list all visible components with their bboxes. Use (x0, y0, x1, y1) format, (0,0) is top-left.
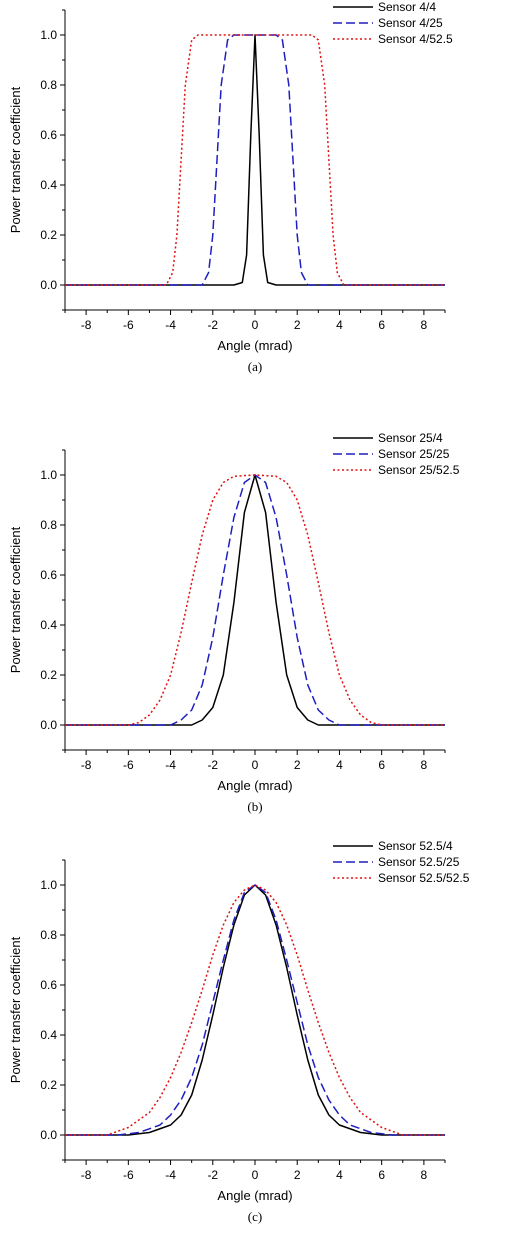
y-tick-label: 0.8 (40, 78, 57, 92)
y-tick-label: 0.4 (40, 1028, 57, 1042)
x-tick-label: -6 (123, 1168, 134, 1182)
x-tick-label: 4 (336, 318, 343, 332)
x-tick-label: 8 (421, 758, 428, 772)
x-tick-label: -2 (207, 318, 218, 332)
legend-label: Sensor 4/52.5 (378, 32, 453, 46)
figure-caption: (a) (248, 359, 262, 374)
y-axis-label: Power transfer coefficient (8, 526, 23, 673)
legend-label: Sensor 52.5/25 (378, 855, 460, 869)
chart-svg: 0.0 0.2 0.4 0.6 0.8 1.0 -8 -6 -4 -2 0 2 4 6 8 Angle (mr… (8, 431, 460, 814)
series-line (65, 34, 445, 286)
x-axis-label: Angle (mrad) (217, 778, 292, 793)
figure-caption: (b) (247, 799, 262, 814)
x-tick-label: -8 (81, 1168, 92, 1182)
x-tick-label: 0 (252, 1168, 259, 1182)
y-tick-label: 0.6 (40, 978, 57, 992)
y-tick-label: 0.0 (40, 1128, 57, 1142)
series-line (65, 474, 445, 726)
y-tick-label: 0.8 (40, 928, 57, 942)
legend-label: Sensor 4/25 (378, 16, 443, 30)
y-tick-label: 0.2 (40, 1078, 57, 1092)
x-axis-label: Angle (mrad) (217, 1188, 292, 1203)
figure-c: 0.0 0.2 0.4 0.6 0.8 1.0 -8 -6 -4 -2 0 2 4 6 8 Angle (mr… (0, 830, 510, 1232)
legend-label: Sensor 25/4 (378, 431, 443, 445)
x-tick-label: 2 (294, 758, 301, 772)
y-tick-label: 0.0 (40, 718, 57, 732)
x-tick-label: 6 (378, 318, 385, 332)
figure-a: 0.0 0.2 0.4 0.6 0.8 1.0 -8 -6 -4 -2 0 2 4 6 8 Angle (mr… (0, 0, 510, 400)
legend-label: Sensor 25/52.5 (378, 463, 460, 477)
series-line (65, 884, 445, 1136)
x-tick-label: 2 (294, 1168, 301, 1182)
x-tick-label: 0 (252, 758, 259, 772)
y-tick-label: 0.0 (40, 278, 57, 292)
y-tick-label: 1.0 (40, 468, 57, 482)
chart-svg: 0.0 0.2 0.4 0.6 0.8 1.0 -8 -6 -4 -2 0 2 4 6 8 Angle (mr… (8, 0, 453, 374)
x-tick-label: -2 (207, 758, 218, 772)
x-tick-label: 6 (378, 758, 385, 772)
x-tick-label: -4 (165, 758, 176, 772)
x-tick-label: -2 (207, 1168, 218, 1182)
legend-label: Sensor 52.5/4 (378, 839, 453, 853)
y-tick-label: 1.0 (40, 878, 57, 892)
x-tick-label: 4 (336, 1168, 343, 1182)
x-tick-label: -6 (123, 758, 134, 772)
y-tick-label: 0.4 (40, 178, 57, 192)
legend-label: Sensor 4/4 (378, 0, 436, 14)
x-tick-label: -8 (81, 318, 92, 332)
y-axis-label: Power transfer coefficient (8, 86, 23, 233)
legend-label: Sensor 52.5/52.5 (378, 871, 470, 885)
series-line (65, 474, 445, 726)
y-tick-label: 1.0 (40, 28, 57, 42)
figure-b: 0.0 0.2 0.4 0.6 0.8 1.0 -8 -6 -4 -2 0 2 4 6 8 Angle (mr… (0, 420, 510, 820)
figure-caption: (c) (248, 1209, 262, 1224)
chart-svg: 0.0 0.2 0.4 0.6 0.8 1.0 -8 -6 -4 -2 0 2 4 6 8 Angle (mr… (8, 839, 470, 1224)
legend-label: Sensor 25/25 (378, 447, 450, 461)
y-axis-label: Power transfer coefficient (8, 936, 23, 1083)
x-tick-label: -6 (123, 318, 134, 332)
y-tick-label: 0.2 (40, 228, 57, 242)
y-tick-label: 0.6 (40, 128, 57, 142)
x-tick-label: 2 (294, 318, 301, 332)
x-tick-label: -4 (165, 318, 176, 332)
y-tick-label: 0.6 (40, 568, 57, 582)
x-tick-label: -8 (81, 758, 92, 772)
series-line (65, 34, 445, 286)
x-tick-label: 6 (378, 1168, 385, 1182)
x-tick-label: 0 (252, 318, 259, 332)
series-line (65, 34, 445, 286)
x-axis-label: Angle (mrad) (217, 338, 292, 353)
x-tick-label: 4 (336, 758, 343, 772)
series-line (65, 884, 445, 1136)
y-tick-label: 0.8 (40, 518, 57, 532)
series-line (65, 884, 445, 1136)
series-line (65, 474, 445, 726)
x-tick-label: -4 (165, 1168, 176, 1182)
y-tick-label: 0.4 (40, 618, 57, 632)
x-tick-label: 8 (421, 1168, 428, 1182)
x-tick-label: 8 (421, 318, 428, 332)
y-tick-label: 0.2 (40, 668, 57, 682)
